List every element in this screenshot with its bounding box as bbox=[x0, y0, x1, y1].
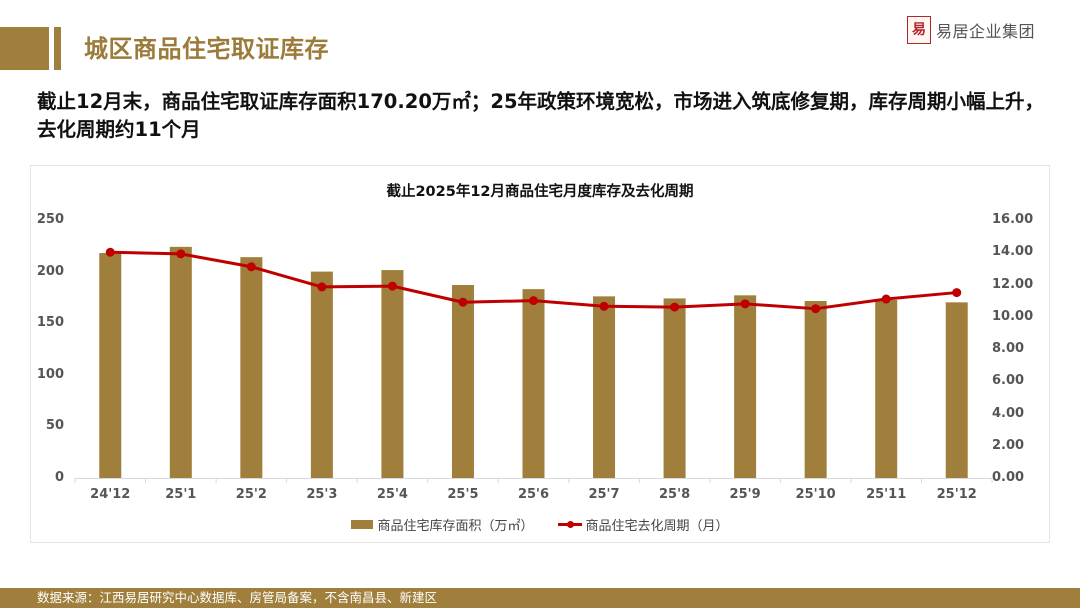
inventory-bar bbox=[663, 298, 686, 478]
legend-label-cycle: 商品住宅去化周期（月） bbox=[585, 519, 729, 534]
left-axis-tick-label: 50 bbox=[45, 418, 64, 434]
right-axis-tick-label: 14.00 bbox=[992, 244, 1034, 260]
left-axis-tick-label: 0 bbox=[54, 470, 64, 485]
destock-cycle-marker bbox=[811, 304, 821, 314]
inventory-bar bbox=[593, 296, 616, 478]
destock-cycle-marker bbox=[599, 301, 609, 311]
destock-cycle-marker bbox=[176, 249, 186, 259]
headline-summary: 截止12月末，商品住宅取证库存面积170.20万㎡；25年政策环境宽松，市场进入… bbox=[37, 90, 1045, 141]
legend-label-inventory: 商品住宅库存面积（万㎡） bbox=[377, 519, 534, 534]
inventory-bar bbox=[522, 289, 545, 478]
x-axis-tick-label: 25'12 bbox=[936, 487, 977, 502]
destock-cycle-marker bbox=[881, 294, 891, 304]
x-axis-tick-label: 25'6 bbox=[517, 487, 550, 502]
destock-cycle-marker bbox=[246, 262, 256, 272]
x-axis-tick-label: 25'1 bbox=[165, 487, 197, 502]
data-source-note: 数据来源：江西易居研究中心数据库、房管局备案，不含南昌县、新建区 bbox=[37, 590, 438, 605]
x-axis-tick-label: 25'4 bbox=[376, 487, 408, 502]
chart-title: 截止2025年12月商品住宅月度库存及去化周期 bbox=[386, 184, 694, 200]
right-axis-tick-label: 2.00 bbox=[992, 437, 1025, 453]
left-axis-tick-label: 150 bbox=[36, 315, 64, 331]
logo-seal-icon: 易 bbox=[907, 16, 931, 44]
left-axis-tick-label: 250 bbox=[36, 212, 64, 227]
inventory-bar bbox=[310, 271, 333, 478]
right-axis-tick-label: 16.00 bbox=[992, 212, 1034, 227]
x-axis-tick-label: 25'9 bbox=[729, 487, 761, 502]
header-accent-bar bbox=[54, 27, 61, 70]
inventory-bar bbox=[804, 301, 827, 478]
left-axis-tick-label: 200 bbox=[36, 263, 64, 279]
header-accent-block bbox=[0, 27, 49, 70]
right-axis-tick-label: 0.00 bbox=[992, 470, 1025, 485]
left-axis-tick-label: 100 bbox=[36, 366, 64, 382]
x-axis-tick-label: 25'11 bbox=[866, 487, 907, 502]
right-axis-tick-label: 4.00 bbox=[992, 405, 1025, 421]
destock-cycle-marker bbox=[458, 297, 468, 307]
destock-cycle-marker bbox=[670, 302, 680, 312]
x-axis-tick-label: 25'5 bbox=[447, 487, 479, 502]
legend-bar-swatch-icon bbox=[351, 520, 374, 529]
logo-text: 易居企业集团 bbox=[936, 22, 1036, 41]
right-axis-tick-label: 12.00 bbox=[992, 276, 1034, 292]
inventory-bar bbox=[99, 253, 122, 478]
x-axis-tick-label: 24'12 bbox=[90, 487, 131, 502]
destock-cycle-marker bbox=[740, 299, 750, 309]
destock-cycle-marker bbox=[317, 282, 327, 292]
x-axis-tick-label: 25'8 bbox=[659, 487, 691, 502]
footer-bar: 数据来源：江西易居研究中心数据库、房管局备案，不含南昌县、新建区 bbox=[0, 588, 1080, 608]
x-axis-tick-label: 25'2 bbox=[235, 487, 267, 502]
legend-line-marker-icon bbox=[557, 520, 582, 528]
right-axis-tick-label: 10.00 bbox=[992, 308, 1034, 324]
right-axis-tick-label: 6.00 bbox=[992, 373, 1025, 389]
company-logo: 易 易居企业集团 bbox=[907, 14, 1035, 46]
inventory-bar bbox=[945, 302, 968, 478]
destock-cycle-marker bbox=[387, 281, 397, 291]
page-title: 城区商品住宅取证库存 bbox=[84, 35, 329, 63]
legend-item-cycle: 商品住宅去化周期（月） bbox=[557, 515, 729, 534]
destock-cycle-marker bbox=[952, 288, 962, 298]
inventory-bar bbox=[381, 270, 404, 478]
inventory-bar bbox=[734, 295, 757, 478]
x-axis-tick-label: 25'7 bbox=[588, 487, 620, 502]
x-axis-tick-label: 25'10 bbox=[795, 487, 836, 502]
right-axis-tick-label: 8.00 bbox=[992, 341, 1025, 356]
destock-cycle-marker bbox=[529, 296, 538, 306]
destock-cycle-marker bbox=[105, 247, 115, 257]
inventory-bar bbox=[169, 246, 192, 478]
legend-item-inventory: 商品住宅库存面积（万㎡） bbox=[351, 515, 534, 534]
inventory-bar bbox=[875, 299, 898, 478]
x-axis-tick-label: 25'3 bbox=[306, 487, 338, 502]
inventory-bar bbox=[240, 257, 263, 478]
inventory-bar bbox=[451, 285, 474, 478]
chart-legend: 商品住宅库存面积（万㎡） 商品住宅去化周期（月） bbox=[0, 515, 1080, 534]
